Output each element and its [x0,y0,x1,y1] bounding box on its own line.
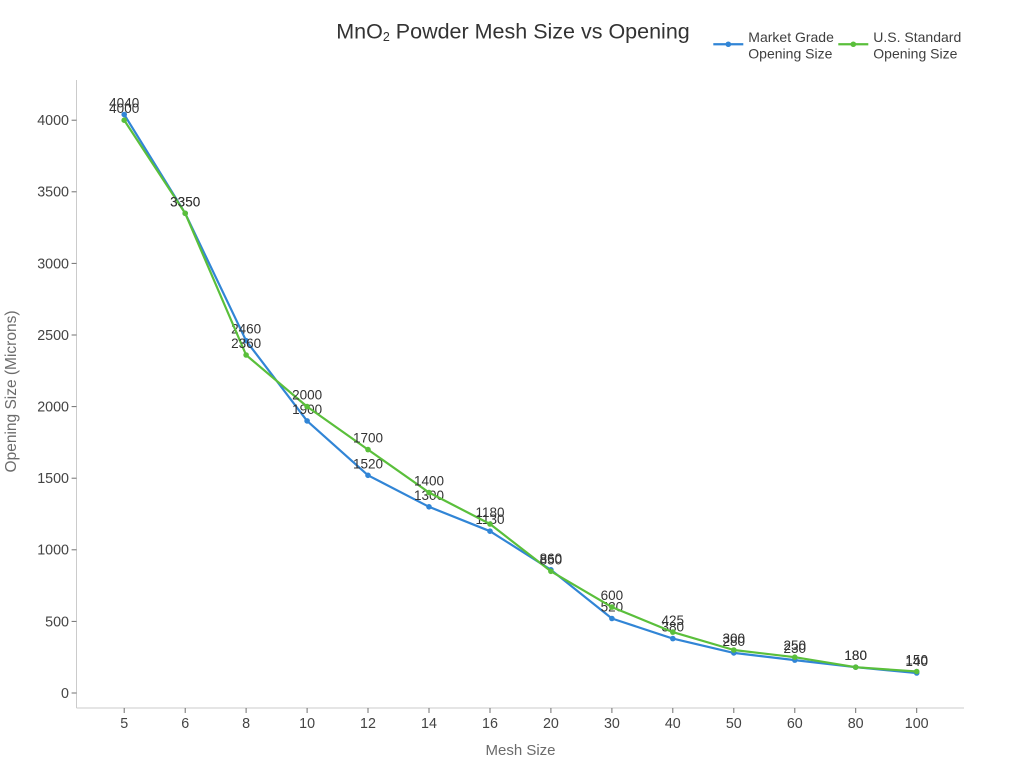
svg-text:2500: 2500 [37,328,69,344]
svg-text:425: 425 [662,613,685,628]
svg-text:300: 300 [723,631,746,646]
svg-text:80: 80 [848,716,864,732]
svg-text:50: 50 [726,716,742,732]
svg-text:230: 230 [784,641,807,656]
svg-text:140: 140 [905,654,928,669]
svg-text:10: 10 [299,716,315,732]
svg-text:2000: 2000 [292,388,322,403]
svg-text:60: 60 [787,716,803,732]
svg-text:2360: 2360 [231,336,261,351]
svg-text:180: 180 [844,648,867,663]
svg-text:500: 500 [45,614,69,630]
svg-text:12: 12 [360,716,376,732]
svg-text:4040: 4040 [109,96,139,111]
svg-text:280: 280 [723,634,746,649]
svg-text:4000: 4000 [109,101,139,116]
svg-text:30: 30 [604,716,620,732]
svg-text:16: 16 [482,716,498,732]
svg-text:850: 850 [540,552,563,567]
svg-text:14: 14 [421,716,437,732]
svg-text:Mesh Size: Mesh Size [485,742,555,759]
svg-text:Market Grade: Market Grade [748,29,834,45]
svg-text:1000: 1000 [37,543,69,559]
svg-text:180: 180 [844,648,867,663]
svg-text:1400: 1400 [414,474,444,489]
svg-text:1700: 1700 [353,431,383,446]
svg-text:20: 20 [543,716,559,732]
svg-text:250: 250 [784,638,807,653]
svg-text:1500: 1500 [37,471,69,487]
svg-text:U.S. Standard: U.S. Standard [873,29,961,45]
svg-text:3350: 3350 [170,194,200,209]
svg-text:600: 600 [601,588,624,603]
svg-text:40: 40 [665,716,681,732]
svg-text:4000: 4000 [37,113,69,129]
svg-text:860: 860 [540,551,563,566]
svg-text:5: 5 [120,716,128,732]
svg-text:3500: 3500 [37,185,69,201]
svg-text:100: 100 [905,716,929,732]
svg-text:1130: 1130 [475,512,504,527]
svg-text:2000: 2000 [37,400,69,416]
svg-text:8: 8 [242,716,250,732]
svg-text:1180: 1180 [475,505,504,520]
svg-text:2460: 2460 [231,322,261,337]
svg-text:150: 150 [905,653,928,668]
svg-text:1520: 1520 [353,456,383,471]
svg-text:Opening Size: Opening Size [748,46,832,62]
svg-text:Opening Size: Opening Size [873,46,957,62]
svg-text:Opening Size (Microns): Opening Size (Microns) [3,311,20,473]
svg-text:6: 6 [181,716,189,732]
svg-text:0: 0 [61,686,69,702]
svg-text:3000: 3000 [37,256,69,272]
svg-text:3350: 3350 [170,194,200,209]
svg-text:MnO2 Powder Mesh Size vs Openi: MnO2 Powder Mesh Size vs Opening [336,20,690,45]
